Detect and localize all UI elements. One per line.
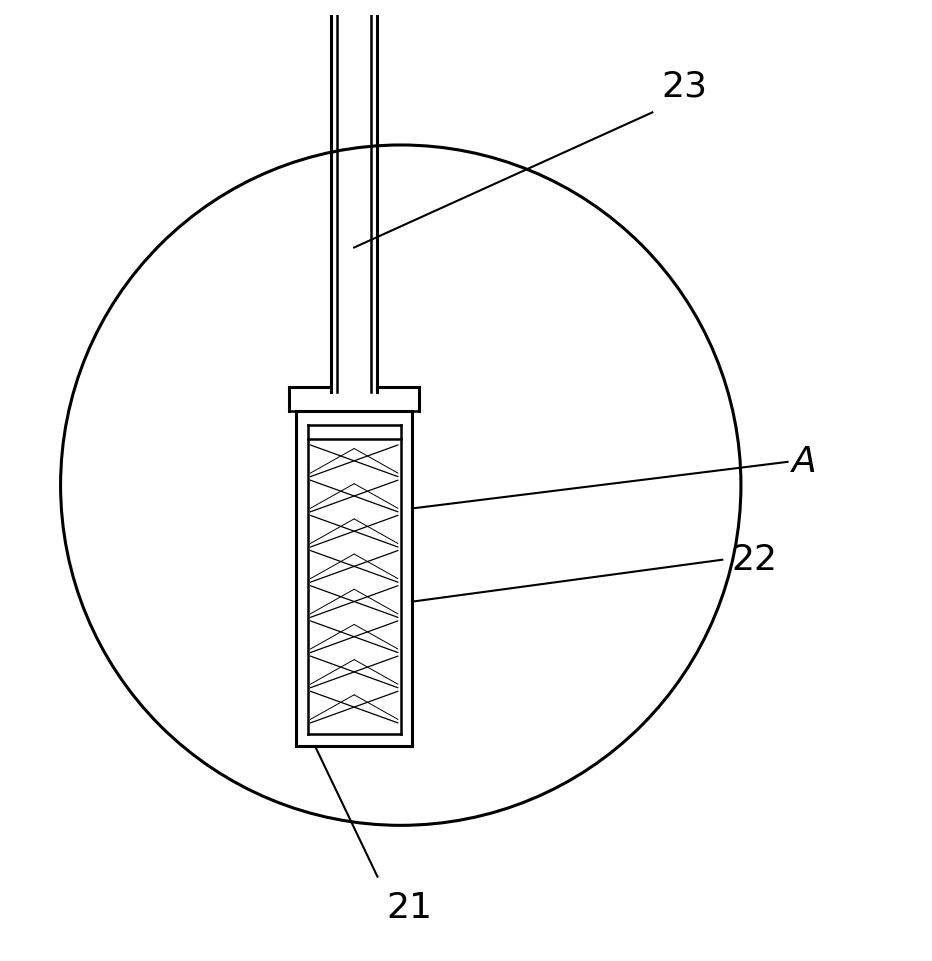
Text: 22: 22 (732, 543, 777, 577)
Text: A: A (792, 445, 817, 479)
Text: 21: 21 (387, 891, 432, 924)
Text: 23: 23 (662, 69, 707, 103)
